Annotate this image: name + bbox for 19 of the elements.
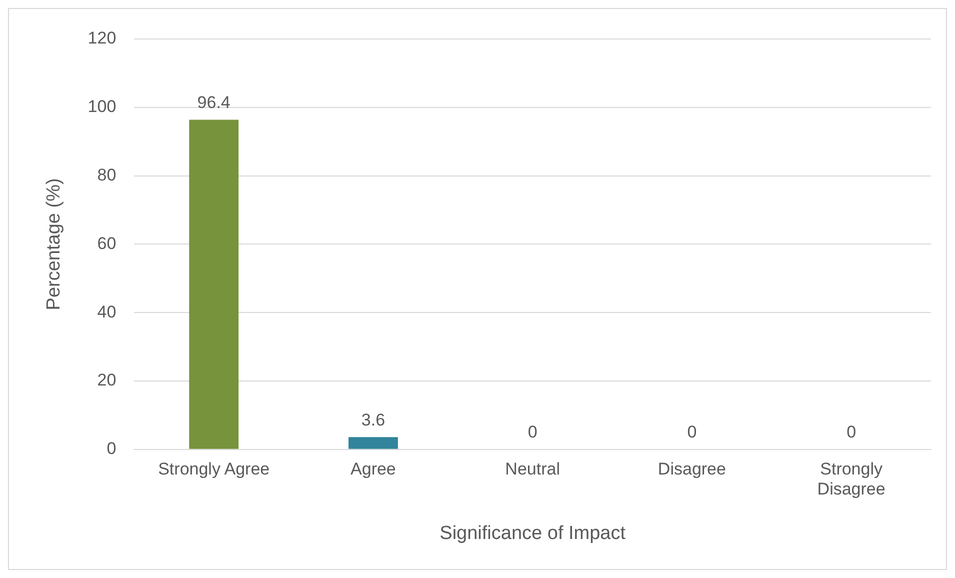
y-tick-label: 0 <box>106 439 116 458</box>
x-tick-label: Agree <box>350 459 396 478</box>
x-tick-label: Strongly Agree <box>158 459 270 478</box>
y-tick-label: 100 <box>88 97 116 116</box>
y-tick-label: 60 <box>97 234 116 253</box>
x-tick-label: Strongly Disagree <box>817 459 886 499</box>
data-label: 0 <box>687 422 697 442</box>
y-tick-label: 20 <box>97 370 116 390</box>
x-axis-title: Significance of Impact <box>440 522 626 544</box>
y-tick-label: 120 <box>88 28 116 48</box>
x-tick-label: Neutral <box>505 459 560 478</box>
x-tick-label: Disagree <box>658 459 726 478</box>
y-tick-label: 40 <box>97 302 116 322</box>
y-tick-label: 80 <box>97 165 116 184</box>
y-axis-title: Percentage (%) <box>44 178 65 310</box>
data-label: 3.6 <box>361 410 386 430</box>
data-label: 0 <box>528 422 538 442</box>
data-label: 0 <box>846 422 856 442</box>
data-label: 96.4 <box>197 92 230 112</box>
